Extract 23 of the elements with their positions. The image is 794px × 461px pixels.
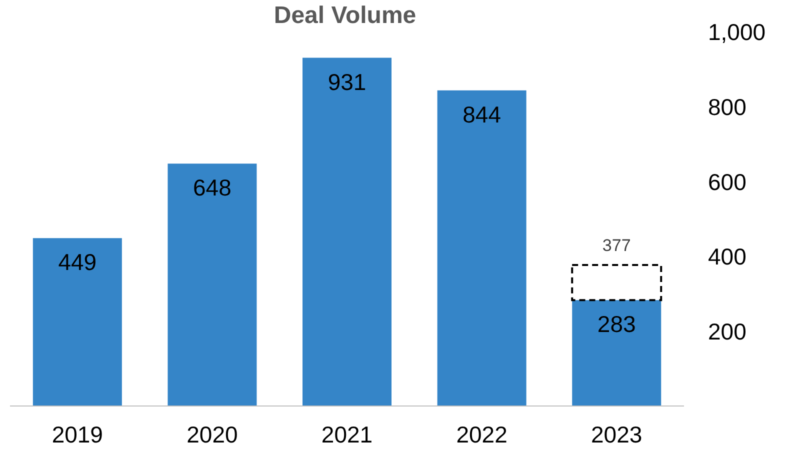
bar: [168, 164, 257, 406]
data-label: 449: [58, 249, 97, 276]
bar: [302, 58, 392, 406]
bar: [32, 238, 122, 406]
data-label: 283: [597, 311, 636, 338]
data-label: 844: [462, 101, 502, 128]
data-label: 931: [328, 68, 366, 95]
y-tick-label: 200: [708, 318, 746, 344]
total-label: 377: [602, 236, 631, 255]
x-tick-label: 2021: [321, 421, 373, 448]
x-tick-label: 2019: [52, 421, 103, 448]
bar: [571, 264, 662, 302]
y-tick-label: 800: [708, 94, 746, 120]
bar: [437, 90, 526, 406]
y-tick-label: 1,000: [708, 19, 766, 46]
x-tick-label: 2020: [186, 421, 238, 448]
x-tick-label: 2022: [456, 421, 508, 448]
y-tick-label: 600: [708, 168, 746, 195]
y-tick-label: 400: [708, 244, 746, 270]
x-tick-label: 2023: [591, 421, 642, 448]
bar: [572, 300, 662, 406]
data-label: 648: [193, 174, 232, 201]
chart-title: Deal Volume: [272, 2, 418, 30]
